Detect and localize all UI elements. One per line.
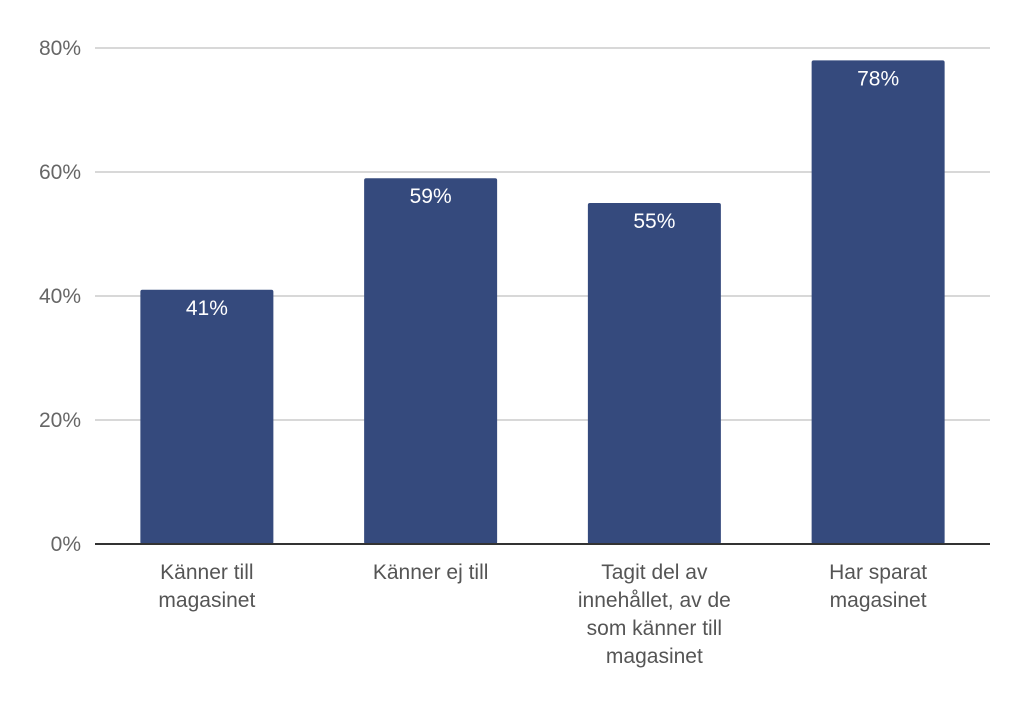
x-category-label-line: magasinet: [606, 645, 703, 668]
y-tick-label: 60%: [39, 161, 81, 184]
data-labels: 41% 59% 55% 78%: [186, 67, 899, 319]
x-axis-category-labels: Känner till magasinet Känner ej till Tagit …: [158, 561, 927, 668]
x-category-label: Har sparat magasinet: [829, 561, 927, 612]
x-category-label: Känner ej till: [373, 561, 489, 584]
y-tick-label: 80%: [39, 37, 81, 60]
x-category-label-line: Känner ej till: [373, 561, 489, 584]
x-category-label-line: magasinet: [158, 589, 255, 612]
y-tick-label: 0%: [51, 533, 81, 556]
x-category-label-line: innehållet, av de: [578, 589, 731, 612]
bar: [140, 289, 274, 544]
data-label: 41%: [186, 297, 228, 320]
data-label: 59%: [410, 185, 452, 208]
y-axis-tick-labels: 0% 20% 40% 60% 80%: [39, 37, 81, 556]
x-category-label-line: Känner till: [160, 561, 253, 584]
x-category-label: Känner till magasinet: [158, 561, 255, 612]
x-category-label-line: Har sparat: [829, 561, 927, 584]
data-label: 78%: [857, 67, 899, 90]
y-tick-label: 20%: [39, 409, 81, 432]
data-label: 55%: [633, 210, 675, 233]
x-category-label-line: Tagit del av: [601, 561, 708, 584]
x-category-label-line: som känner till: [587, 617, 722, 640]
x-category-label: Tagit del av innehållet, av de som känner …: [578, 561, 731, 668]
bar: [587, 203, 721, 544]
x-category-label-line: magasinet: [830, 589, 927, 612]
bars: [140, 60, 945, 545]
bar: [811, 60, 945, 545]
bar: [364, 178, 498, 544]
y-tick-label: 40%: [39, 285, 81, 308]
